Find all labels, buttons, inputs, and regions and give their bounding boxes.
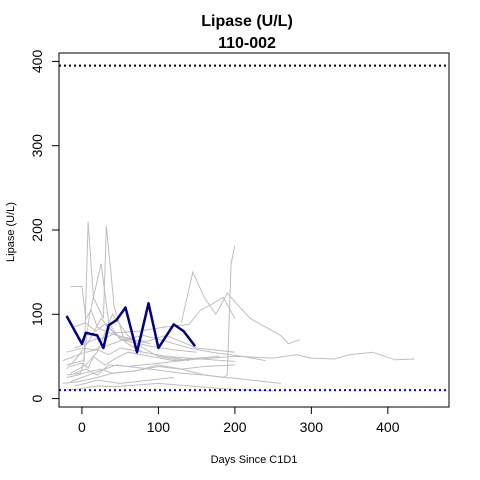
x-tick-label: 200 <box>223 419 247 435</box>
x-tick-label: 400 <box>376 419 400 435</box>
plot-frame <box>58 52 450 408</box>
background-series-group <box>62 221 415 392</box>
x-axis: 0 100 200 300 400 <box>78 406 400 435</box>
y-axis-label: Lipase (U/L) <box>5 202 17 262</box>
y-tick-label: 0 <box>29 394 45 402</box>
chart-title: Lipase (U/L) <box>201 13 293 30</box>
x-axis-label: Days Since C1D1 <box>211 454 298 466</box>
background-series-line-7 <box>74 296 236 349</box>
highlight-series-line <box>65 302 197 354</box>
background-series-line-6 <box>70 286 136 341</box>
background-series-line-12 <box>74 377 174 387</box>
y-tick-label: 400 <box>29 50 45 74</box>
background-series-line-1 <box>70 351 220 369</box>
background-series-line-15 <box>74 322 151 345</box>
background-series-line-10 <box>70 245 236 383</box>
x-tick-label: 300 <box>300 419 324 435</box>
background-series-line-8 <box>66 365 281 384</box>
highlight-series-group <box>65 302 197 354</box>
y-tick-label: 300 <box>29 134 45 158</box>
background-series-line-14 <box>70 313 182 374</box>
y-axis: 0 100 200 300 400 <box>29 50 60 402</box>
x-tick-label: 0 <box>78 419 86 435</box>
background-series-line-13 <box>66 334 266 362</box>
background-series-line-9 <box>62 347 235 362</box>
background-series-line-16 <box>180 270 301 345</box>
y-tick-label: 200 <box>29 218 45 242</box>
y-tick-label: 100 <box>29 302 45 326</box>
x-tick-label: 100 <box>147 419 171 435</box>
reference-lines-group <box>59 64 449 392</box>
chart-subtitle: 110-002 <box>218 35 276 52</box>
